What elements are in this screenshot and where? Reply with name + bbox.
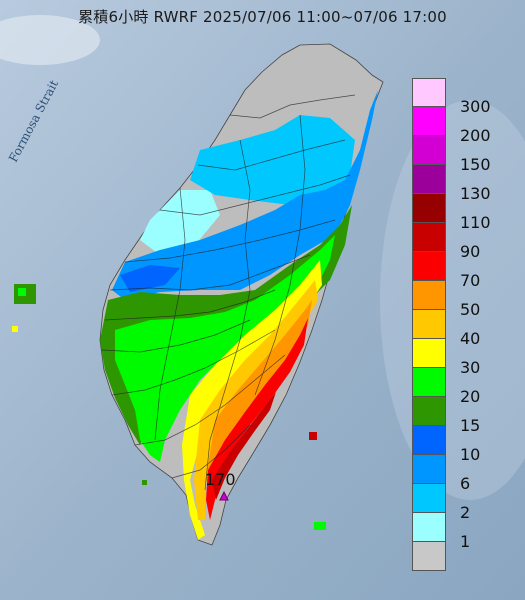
map-title: 累積6小時 RWRF 2025/07/06 11:00~07/06 17:00	[78, 8, 447, 26]
rain-zone-30	[182, 260, 322, 540]
green-island	[309, 432, 317, 440]
legend-swatch	[412, 310, 446, 339]
legend-swatch	[412, 223, 446, 252]
legend-swatch	[412, 252, 446, 281]
legend-label: 1	[460, 532, 471, 551]
legend-swatch	[412, 426, 446, 455]
legend-label: 150	[460, 155, 491, 174]
legend-label: 130	[460, 184, 491, 203]
legend-swatch	[412, 484, 446, 513]
legend-label: 2	[460, 503, 471, 522]
legend-swatch	[412, 107, 446, 136]
rain-zone-10b	[120, 265, 180, 292]
penghu-islands	[18, 288, 26, 296]
legend-label: 110	[460, 213, 491, 232]
legend-swatch	[412, 194, 446, 223]
legend-label: 70	[460, 271, 481, 290]
orchid-island	[314, 522, 326, 530]
rain-zone-20	[115, 235, 335, 462]
cloud-area	[0, 15, 100, 65]
max-rainfall-marker	[219, 490, 229, 501]
legend-swatch	[412, 542, 446, 571]
legend-label: 200	[460, 126, 491, 145]
legend-label: 40	[460, 329, 481, 348]
legend-swatch	[412, 397, 446, 426]
legend-label: 20	[460, 387, 481, 406]
legend-label: 6	[460, 474, 471, 493]
legend-label: 10	[460, 445, 481, 464]
islet	[12, 326, 18, 332]
islet	[142, 480, 147, 485]
legend-swatch	[412, 281, 446, 310]
max-rainfall-value: 170	[205, 470, 236, 489]
legend-swatch	[412, 455, 446, 484]
legend-swatch	[412, 78, 446, 107]
legend-label: 50	[460, 300, 481, 319]
legend-swatch	[412, 165, 446, 194]
rain-zone-2	[140, 190, 220, 255]
legend-swatch	[412, 136, 446, 165]
rain-zone-90	[212, 392, 276, 500]
legend-label: 300	[460, 97, 491, 116]
legend-colorbar	[412, 78, 458, 571]
legend-label: 15	[460, 416, 481, 435]
legend-label: 30	[460, 358, 481, 377]
legend-label: 90	[460, 242, 481, 261]
legend-swatch	[412, 513, 446, 542]
legend-swatch	[412, 368, 446, 397]
boundary-lines	[101, 94, 356, 491]
rain-zone-10	[112, 90, 378, 300]
rain-zone-70	[206, 318, 308, 520]
rain-zone-6	[190, 115, 355, 205]
rain-zone-50	[206, 300, 312, 490]
legend-swatch	[412, 339, 446, 368]
